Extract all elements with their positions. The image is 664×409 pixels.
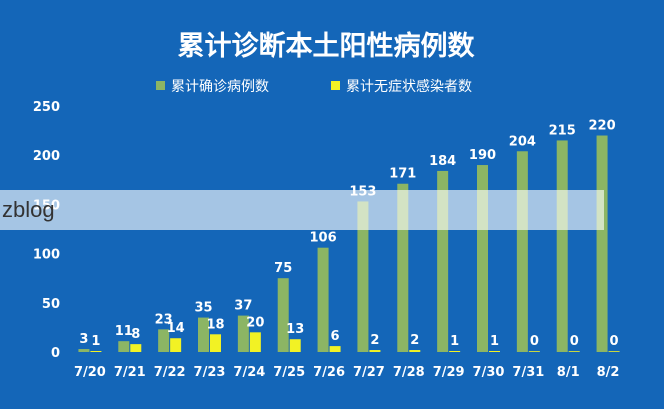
chart-title: 累计诊断本土阳性病例数 bbox=[178, 30, 476, 62]
bar-s1-9 bbox=[449, 351, 461, 352]
data-label-s1-0: 1 bbox=[91, 334, 100, 349]
x-tick-label-2: 7/22 bbox=[154, 365, 186, 380]
y-axis: 050100150200250 bbox=[33, 100, 60, 361]
data-label-s0-0: 3 bbox=[79, 332, 88, 347]
legend-label-0: 累计确诊病例数 bbox=[171, 79, 269, 95]
data-label-s0-2: 23 bbox=[155, 312, 173, 327]
bar-s1-12 bbox=[568, 351, 580, 352]
x-tick-label-7: 7/27 bbox=[353, 365, 385, 380]
bar-s0-6 bbox=[317, 247, 329, 352]
data-label-s1-10: 1 bbox=[490, 334, 499, 349]
bar-s0-3 bbox=[198, 317, 209, 352]
x-axis: 7/20 7/21 7/22 7/23 7/24 7/25 7/26 7/27 7/28 7/29… bbox=[74, 365, 620, 380]
x-tick-label-9: 7/29 bbox=[433, 365, 465, 380]
data-label-s1-13: 0 bbox=[610, 334, 619, 349]
bar-s0-10 bbox=[477, 165, 488, 352]
bar-s0-11 bbox=[516, 151, 528, 352]
data-label-s0-10: 190 bbox=[469, 148, 496, 163]
y-tick-label-4: 200 bbox=[33, 149, 60, 164]
x-tick-label-11: 7/31 bbox=[512, 365, 544, 380]
bar-s1-10 bbox=[489, 351, 500, 352]
data-label-s1-12: 0 bbox=[570, 334, 579, 349]
bar-s1-11 bbox=[528, 351, 540, 352]
x-tick-label-4: 7/24 bbox=[233, 365, 265, 380]
bar-s0-9 bbox=[437, 170, 449, 352]
x-tick-label-0: 7/20 bbox=[74, 365, 106, 380]
bar-s0-1 bbox=[118, 341, 130, 352]
y-tick-label-1: 50 bbox=[42, 297, 60, 312]
x-tick-label-5: 7/25 bbox=[273, 365, 305, 380]
bar-s1-1 bbox=[130, 344, 142, 352]
data-labels: 3111823143518372075131066153217121841190… bbox=[79, 119, 618, 350]
data-label-s1-7: 2 bbox=[370, 333, 379, 348]
data-label-s1-2: 14 bbox=[167, 321, 185, 336]
data-label-s0-1: 11 bbox=[115, 324, 133, 339]
bars bbox=[78, 135, 620, 352]
bar-s1-5 bbox=[289, 339, 301, 352]
data-label-s0-3: 35 bbox=[194, 301, 212, 316]
data-label-s0-13: 220 bbox=[589, 119, 616, 134]
data-label-s1-8: 2 bbox=[410, 333, 419, 348]
data-label-s0-12: 215 bbox=[549, 123, 576, 138]
legend-swatch-1 bbox=[331, 81, 340, 90]
x-tick-label-1: 7/21 bbox=[114, 365, 146, 380]
bar-s0-13 bbox=[596, 135, 608, 352]
bar-s0-4 bbox=[237, 315, 249, 352]
data-label-s1-5: 13 bbox=[286, 322, 304, 337]
bar-s1-4 bbox=[249, 332, 261, 352]
y-tick-label-5: 250 bbox=[33, 100, 60, 115]
data-label-s1-11: 0 bbox=[530, 334, 539, 349]
bar-s1-8 bbox=[409, 350, 421, 352]
legend: 累计确诊病例数 累计无症状感染者数 bbox=[156, 78, 472, 95]
bar-s1-13 bbox=[608, 351, 620, 352]
x-tick-label-6: 7/26 bbox=[313, 365, 345, 380]
bar-s1-7 bbox=[369, 350, 381, 352]
bar-s0-0 bbox=[78, 349, 90, 352]
x-tick-label-12: 8/1 bbox=[557, 365, 580, 380]
bar-s0-5 bbox=[277, 278, 289, 352]
data-label-s1-1: 8 bbox=[131, 327, 140, 342]
data-label-s1-4: 20 bbox=[246, 315, 264, 330]
bar-s1-0 bbox=[90, 351, 102, 352]
bar-s0-12 bbox=[556, 140, 568, 352]
data-label-s0-5: 75 bbox=[274, 261, 292, 276]
bar-s0-8 bbox=[397, 183, 409, 352]
x-tick-label-3: 7/23 bbox=[194, 365, 226, 380]
y-tick-label-2: 100 bbox=[33, 248, 60, 263]
bar-s1-6 bbox=[329, 346, 341, 352]
legend-swatch-0 bbox=[156, 81, 165, 90]
x-tick-label-10: 7/30 bbox=[473, 365, 505, 380]
y-tick-label-0: 0 bbox=[51, 346, 60, 361]
data-label-s1-3: 18 bbox=[206, 317, 224, 332]
bar-s0-2 bbox=[158, 329, 170, 352]
data-label-s0-6: 106 bbox=[310, 231, 337, 246]
data-label-s0-4: 37 bbox=[234, 299, 252, 314]
watermark-band bbox=[0, 190, 604, 230]
data-label-s0-8: 171 bbox=[389, 167, 416, 182]
watermark-text: zblog bbox=[2, 197, 55, 222]
data-label-s0-11: 204 bbox=[509, 134, 536, 149]
legend-label-1: 累计无症状感染者数 bbox=[346, 78, 472, 95]
data-label-s0-9: 184 bbox=[429, 154, 456, 169]
data-label-s1-6: 6 bbox=[331, 329, 340, 344]
x-tick-label-8: 7/28 bbox=[393, 365, 425, 380]
x-tick-label-13: 8/2 bbox=[597, 365, 620, 380]
data-label-s1-9: 1 bbox=[450, 334, 459, 349]
bar-s1-2 bbox=[170, 338, 182, 352]
bar-s0-7 bbox=[357, 201, 369, 352]
bar-s1-3 bbox=[210, 334, 221, 352]
